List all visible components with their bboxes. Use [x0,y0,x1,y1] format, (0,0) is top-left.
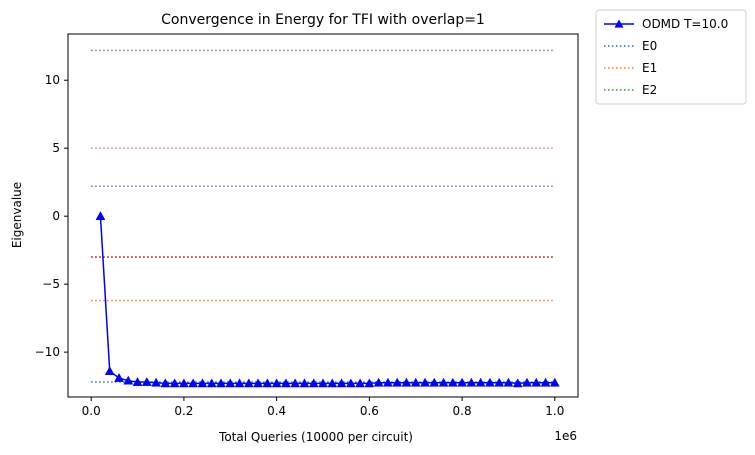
data-point [549,377,560,387]
legend-item-e0: E0 [604,39,657,53]
data-point [457,377,468,387]
data-point [123,375,134,385]
x-tick-label: 0.8 [453,404,472,418]
legend-label: E1 [642,61,657,75]
data-point [169,378,180,388]
x-tick-label: 0.4 [267,404,286,418]
x-tick-label: 0.0 [82,404,101,418]
data-point [299,378,310,388]
data-point [104,366,115,376]
data-point [522,377,532,387]
data-point [234,378,245,388]
data-point [484,377,495,387]
legend-label: E0 [642,39,657,53]
data-point [540,377,551,387]
plot-frame [67,33,579,398]
data-point [364,378,375,388]
data-point [141,377,152,386]
y-axis-label: Eigenvalue [10,182,24,248]
y-tick-label: 10 [45,73,60,87]
legend-item-e1: E1 [604,61,657,75]
data-point [475,377,486,387]
data-point [531,377,542,387]
legend: ODMD T=10.0 E0 E1 E2 [595,9,747,105]
legend-label: E2 [642,83,657,97]
data-point [336,378,347,388]
data-point [494,377,505,387]
data-point [355,378,366,388]
data-point [466,377,477,387]
legend-marker [614,19,624,28]
x-tick-label: 0.2 [174,404,193,418]
data-point [308,378,319,388]
data-point [197,378,208,388]
data-point [382,377,393,387]
data-point [114,372,124,382]
data-point [280,378,291,388]
x-tick-label: 0.6 [360,404,379,418]
legend-label: ODMD T=10.0 [642,17,728,31]
y-tick-label: −5 [42,277,60,291]
data-point [429,377,440,387]
data-point [243,378,254,388]
data-point [438,377,449,387]
data-point [420,377,430,387]
chart-title: Convergence in Energy for TFI with overl… [161,12,485,28]
legend-item-odmd-t-10-0: ODMD T=10.0 [604,17,728,31]
data-point [178,378,189,388]
x-axis-label: Total Queries (10000 per circuit) [218,430,413,444]
x-axis-offset-label: 1e6 [554,429,577,443]
data-point [132,377,143,386]
data-point [410,377,421,387]
data-point [392,377,403,387]
data-point [160,378,171,388]
data-point [447,377,458,387]
data-point [206,378,217,388]
x-tick-label: 1.0 [545,404,564,418]
data-point [290,378,301,388]
y-axis: −10 −5 0 5 10 [35,73,68,359]
y-tick-label: 0 [52,209,60,223]
legend-item-e2: E2 [604,83,657,97]
legend-box [595,9,747,105]
y-tick-label: −10 [35,345,60,359]
data-point [345,378,356,388]
data-point [262,378,273,388]
data-point [327,378,338,388]
data-point [512,378,523,388]
data-point [151,377,162,387]
data-point [225,378,236,388]
data-point [95,211,106,221]
data-point [318,378,328,388]
data-point [271,378,282,388]
data-point [188,378,199,388]
data-point [253,378,264,388]
y-tick-label: 5 [52,141,60,155]
data-point [373,377,384,387]
data-point [503,377,514,387]
x-axis: 0.0 0.2 0.4 0.6 0.8 1.0 [82,397,564,418]
plot-area [91,49,560,388]
data-point [401,377,412,387]
data-point [216,378,226,388]
